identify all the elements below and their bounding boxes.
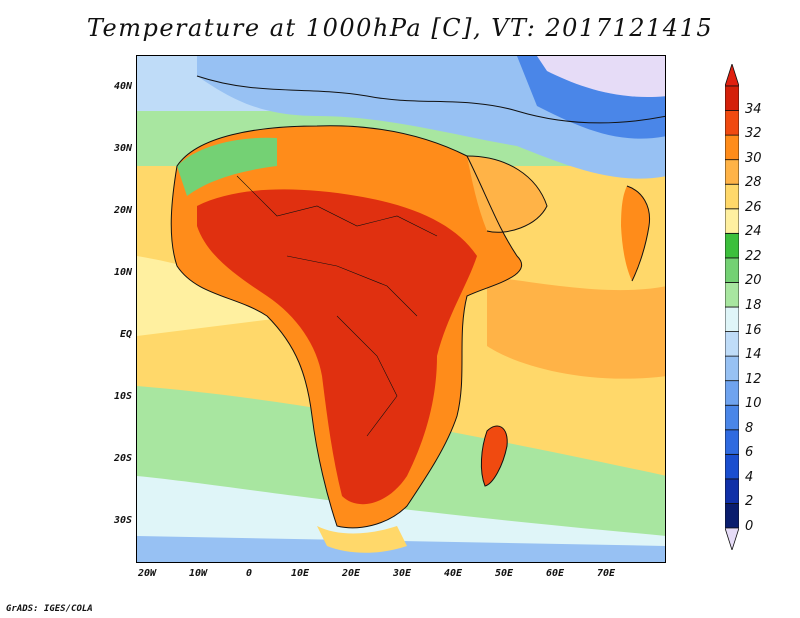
colorbar-segment	[725, 257, 739, 283]
indian-ocean-warm	[487, 276, 665, 379]
lon-label-30e: 30E	[392, 568, 412, 579]
africa-hot-core	[197, 189, 477, 505]
lat-label-eq: EQ	[119, 329, 132, 340]
lat-label-30n: 30N	[113, 143, 132, 154]
map-plot-area[interactable]	[136, 55, 666, 563]
sahara-mild	[177, 137, 277, 196]
africa-coastline	[170, 125, 523, 529]
india-coastline	[626, 185, 651, 282]
colorbar-tick-label: 6	[745, 445, 754, 461]
colorbar-segment	[725, 183, 739, 210]
colorbar-tick-label: 26	[745, 199, 762, 215]
colorbar-tick-label: 30	[745, 150, 762, 166]
lat-label-20s: 20S	[113, 453, 132, 464]
madagascar	[481, 426, 508, 486]
lat-label-10s: 10S	[113, 391, 132, 402]
south-africa-mild	[317, 526, 407, 553]
lat-label-20n: 20N	[113, 205, 132, 216]
lon-label-10e: 10E	[290, 568, 310, 579]
lon-label-0: 0	[245, 568, 253, 579]
lon-label-40e: 40E	[443, 568, 463, 579]
colorbar-segment	[725, 159, 739, 185]
lat-label-10n: 10N	[113, 267, 132, 278]
colorbar-title: Temperature (C)	[741, 556, 751, 557]
colorbar-segment	[725, 306, 739, 332]
colorbar-segment	[725, 355, 739, 382]
colorbar-segment	[725, 282, 739, 308]
colorbar-segment	[725, 503, 739, 529]
southern-edge-band	[137, 536, 665, 562]
colorbar-segment	[725, 478, 739, 504]
colorbar-tick-label: 18	[745, 298, 762, 313]
temperature-field	[137, 56, 665, 562]
lon-label-20e: 20E	[341, 568, 361, 579]
lon-label-10w: 10W	[188, 568, 208, 579]
colorbar-tick-label: 20	[745, 273, 762, 289]
colorbar-segment	[725, 331, 739, 357]
colorbar-tick-label: 14	[745, 347, 762, 363]
arabia-coastline	[466, 155, 548, 233]
colorbar-tick-label: 10	[745, 396, 762, 412]
colorbar-segment	[725, 232, 739, 259]
colorbar-segment	[725, 380, 739, 406]
colorbar-tick-label: 32	[745, 126, 762, 142]
colorbar-under-triangle	[725, 527, 739, 550]
asia-very-cold	[537, 56, 665, 97]
mediterranean-coastline	[196, 75, 665, 124]
country-borders-2	[286, 255, 418, 437]
lon-label-20w: 20W	[137, 568, 157, 579]
lon-label-60e: 60E	[545, 568, 565, 579]
colorbar-tick-label: 4	[745, 469, 754, 485]
lon-label-70e: 70E	[596, 568, 616, 579]
colorbar-segment	[725, 404, 739, 431]
plot-title: Temperature at 1000hPa [C], VT: 20171214…	[86, 14, 714, 42]
colorbar-segment	[725, 208, 739, 234]
colorbar-segment	[725, 110, 739, 136]
lat-label-40n: 40N	[113, 81, 132, 92]
india	[621, 186, 650, 281]
colorbar-tick-label: 2	[745, 494, 754, 510]
colorbar-tick-label: 16	[745, 322, 762, 338]
colorbar-tick-label: 0	[745, 519, 754, 534]
colorbar-segment	[725, 134, 739, 161]
colorbar-tick-label: 12	[745, 371, 762, 387]
colorbar-segment	[725, 453, 739, 480]
madagascar-coastline	[480, 425, 508, 487]
colorbar	[725, 64, 739, 550]
colorbar-over-triangle	[725, 64, 739, 87]
colorbar-tick-label: 34	[745, 101, 762, 117]
colorbar-tick-label: 8	[745, 420, 754, 436]
colorbar-tick-label: 22	[745, 248, 762, 264]
atlantic-warm	[137, 256, 297, 336]
arabia	[467, 156, 547, 233]
colorbar-segment	[725, 85, 739, 111]
credit-text: GrADS: IGES/COLA	[6, 604, 93, 614]
lat-label-30s: 30S	[113, 515, 132, 526]
colorbar-segment	[725, 429, 739, 455]
colorbar-tick-label: 24	[745, 224, 762, 240]
lon-label-50e: 50E	[494, 568, 514, 579]
country-borders	[236, 175, 438, 237]
colorbar-tick-label: 28	[745, 175, 762, 191]
